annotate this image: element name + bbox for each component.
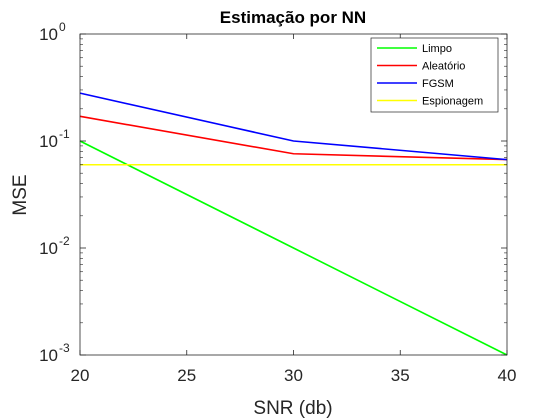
series-layer [79,92,508,356]
y-tick-label: 10 [39,239,58,258]
x-tick-label: 40 [498,366,517,385]
y-tick-label: 10 [39,25,58,44]
x-tick-label: 35 [391,366,410,385]
legend-box [370,37,499,113]
legend-label: Aleatório [422,61,465,73]
x-tick-label: 30 [284,366,303,385]
series-line-aleatorio [79,115,508,161]
x-tick-label: 20 [71,366,90,385]
x-axis-label: SNR (db) [253,398,332,419]
series-line-limpo [79,140,508,356]
series-line-fgsm [79,92,508,161]
y-tick-exponent: -1 [59,127,70,141]
legend-label: Espionagem [422,96,483,108]
legend-label: Limpo [422,43,452,55]
y-tick-exponent: 0 [59,20,66,34]
legend-label: FGSM [422,78,454,90]
y-axis-label: MSE [10,174,31,215]
y-tick-label: 10 [39,346,58,365]
legend: Limpo Aleatório FGSM Espionagem [370,37,499,113]
x-tick-label: 25 [177,366,196,385]
y-tick-exponent: -2 [59,234,70,248]
y-tick-label: 10 [39,132,58,151]
chart-title: Estimação por NN [220,8,366,27]
y-tick-exponent: -3 [59,341,70,355]
